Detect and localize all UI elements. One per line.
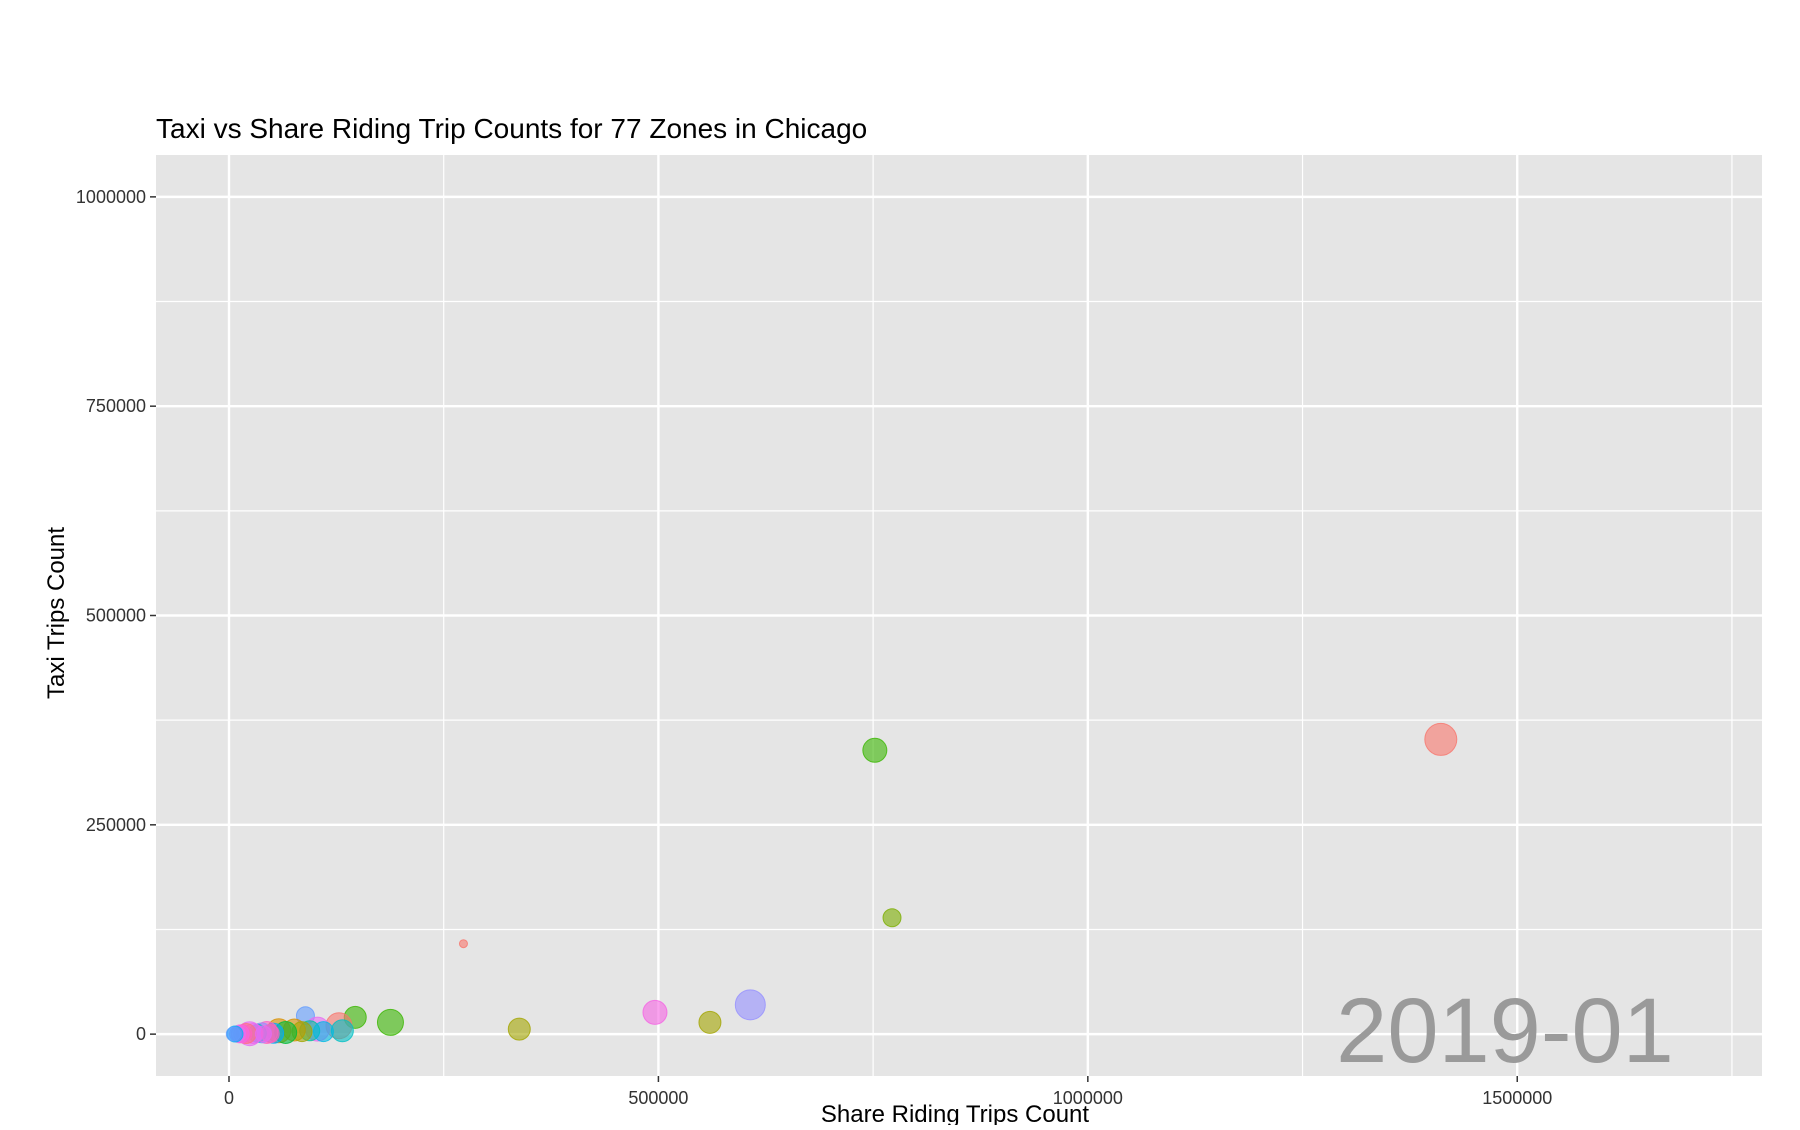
data-point [882, 908, 902, 928]
data-point [642, 999, 668, 1025]
y-tick-label: 500000 [86, 606, 146, 626]
y-axis-ticks: 0 250000 500000 750000 1000000 [76, 187, 156, 1044]
data-point [312, 1021, 334, 1043]
major-gridlines [156, 155, 1762, 1076]
x-tick-label: 1000000 [1053, 1088, 1123, 1108]
data-point [1424, 722, 1458, 756]
x-axis-ticks: 0 500000 1000000 1500000 [224, 1076, 1552, 1108]
data-point [698, 1010, 722, 1034]
data-point [225, 1026, 241, 1042]
data-point [734, 989, 766, 1021]
data-point [458, 939, 468, 949]
data-point [376, 1008, 404, 1036]
y-tick-label: 750000 [86, 396, 146, 416]
data-points [225, 722, 1458, 1047]
frame-date-label: 2019-01 [1336, 980, 1674, 1082]
data-point [254, 1025, 272, 1043]
data-point [507, 1017, 531, 1041]
x-tick-label: 0 [224, 1088, 234, 1108]
y-axis-label: Taxi Trips Count [43, 527, 70, 699]
y-tick-label: 0 [136, 1024, 146, 1044]
x-tick-label: 500000 [628, 1088, 688, 1108]
data-point [330, 1019, 354, 1043]
x-axis-label: Share Riding Trips Count [821, 1101, 1089, 1125]
data-point [862, 737, 888, 763]
y-tick-label: 1000000 [76, 187, 146, 207]
chart-title: Taxi vs Share Riding Trip Counts for 77 … [156, 113, 867, 144]
x-tick-label: 1500000 [1482, 1088, 1552, 1108]
y-tick-label: 250000 [86, 815, 146, 835]
